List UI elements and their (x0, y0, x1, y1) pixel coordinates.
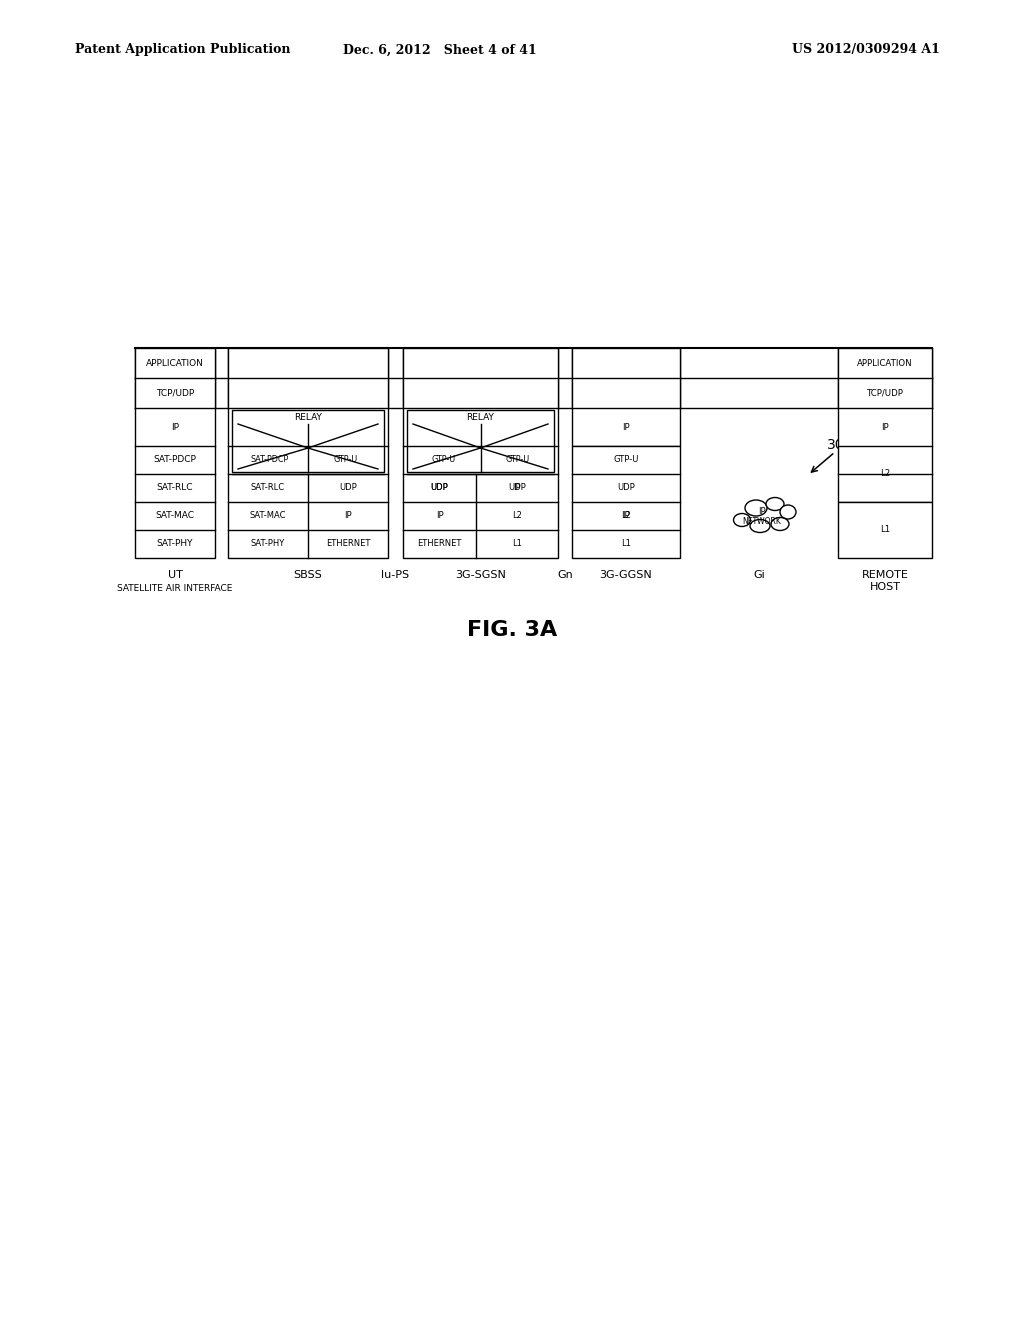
Text: UDP: UDP (431, 483, 449, 492)
Text: RELAY: RELAY (467, 413, 495, 422)
Text: IP: IP (171, 422, 179, 432)
Ellipse shape (750, 520, 770, 532)
Bar (838, 502, 932, 558)
Bar (572, 348, 680, 446)
Text: UDP: UDP (508, 483, 526, 492)
Bar (232, 411, 384, 473)
Text: APPLICATION: APPLICATION (857, 359, 912, 367)
Text: L2: L2 (622, 511, 631, 520)
Text: IP: IP (435, 511, 443, 520)
Ellipse shape (780, 506, 796, 519)
Text: IP: IP (882, 422, 889, 432)
Text: UDP: UDP (617, 483, 635, 492)
Text: UDP: UDP (339, 483, 357, 492)
Text: L2: L2 (512, 511, 522, 520)
Text: SAT-PHY: SAT-PHY (157, 540, 194, 549)
Text: L1: L1 (512, 540, 522, 549)
Text: IP: IP (758, 507, 766, 516)
Text: SAT-PDCP: SAT-PDCP (154, 455, 197, 465)
Text: SAT-RLC: SAT-RLC (157, 483, 194, 492)
Text: UT: UT (168, 570, 182, 579)
Text: L2: L2 (880, 470, 890, 479)
Text: IP: IP (623, 511, 630, 520)
Text: TCP/UDP: TCP/UDP (156, 388, 195, 397)
Text: ETHERNET: ETHERNET (418, 540, 462, 549)
Text: NETWORK: NETWORK (742, 516, 781, 525)
Bar (135, 348, 215, 558)
Text: L1: L1 (880, 525, 890, 535)
Text: ETHERNET: ETHERNET (326, 540, 371, 549)
Text: Dec. 6, 2012   Sheet 4 of 41: Dec. 6, 2012 Sheet 4 of 41 (343, 44, 537, 57)
Ellipse shape (733, 513, 751, 527)
Text: IP: IP (623, 422, 630, 432)
Text: L1: L1 (622, 540, 631, 549)
Text: GTP-U: GTP-U (613, 455, 639, 465)
Text: UDP: UDP (431, 483, 449, 492)
Text: lu-PS: lu-PS (381, 570, 410, 579)
Ellipse shape (771, 517, 790, 531)
Text: SAT-MAC: SAT-MAC (250, 511, 287, 520)
Bar (228, 348, 388, 558)
Text: SAT-PHY: SAT-PHY (251, 540, 285, 549)
Text: APPLICATION: APPLICATION (146, 359, 204, 367)
Text: GTP-U: GTP-U (432, 455, 456, 465)
Ellipse shape (766, 498, 784, 511)
Bar (838, 348, 932, 502)
Text: GTP-U: GTP-U (505, 455, 529, 465)
Text: Gi: Gi (753, 570, 765, 579)
Text: RELAY: RELAY (294, 413, 322, 422)
Text: IP: IP (344, 511, 352, 520)
Text: SAT-RLC: SAT-RLC (251, 483, 285, 492)
Text: FIG. 3A: FIG. 3A (467, 620, 557, 640)
Text: Patent Application Publication: Patent Application Publication (75, 44, 291, 57)
Text: SBSS: SBSS (294, 570, 323, 579)
Text: TCP/UDP: TCP/UDP (866, 388, 903, 397)
Text: SAT-PDCP: SAT-PDCP (251, 455, 289, 465)
Text: GTP-U: GTP-U (334, 455, 358, 465)
Bar (572, 446, 680, 558)
Text: US 2012/0309294 A1: US 2012/0309294 A1 (793, 44, 940, 57)
Text: 3G-SGSN: 3G-SGSN (455, 570, 506, 579)
Bar (403, 348, 558, 558)
Text: SAT-MAC: SAT-MAC (156, 511, 195, 520)
Text: IP: IP (513, 483, 521, 492)
Text: Gn: Gn (557, 570, 572, 579)
Bar (407, 411, 554, 473)
Ellipse shape (745, 500, 767, 516)
Text: 300: 300 (826, 438, 853, 451)
Text: REMOTE
HOST: REMOTE HOST (861, 570, 908, 591)
Text: 3G-GGSN: 3G-GGSN (600, 570, 652, 579)
Text: SATELLITE AIR INTERFACE: SATELLITE AIR INTERFACE (118, 583, 232, 593)
